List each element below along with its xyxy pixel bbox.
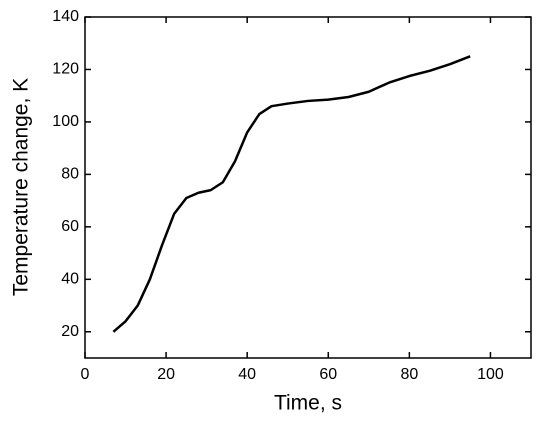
x-axis-label: Time, s xyxy=(274,392,342,415)
plot-frame xyxy=(84,16,532,359)
x-tick-label: 80 xyxy=(400,366,418,383)
y-tick-label: 80 xyxy=(61,166,79,183)
y-tick-label: 120 xyxy=(52,61,79,78)
x-tick-label: 40 xyxy=(238,366,256,383)
y-tick-label: 60 xyxy=(61,218,79,235)
y-axis-label: Temperature change, K xyxy=(10,78,33,296)
x-tick-label: 20 xyxy=(157,366,175,383)
x-tick-label: 100 xyxy=(477,366,504,383)
y-tick-label: 100 xyxy=(52,113,79,130)
data-line xyxy=(112,55,471,333)
y-tick-label: 40 xyxy=(61,271,79,288)
x-tick-label: 60 xyxy=(319,366,337,383)
y-tick-label: 140 xyxy=(52,8,79,25)
x-tick-label: 0 xyxy=(81,366,90,383)
y-tick-label: 20 xyxy=(61,323,79,340)
